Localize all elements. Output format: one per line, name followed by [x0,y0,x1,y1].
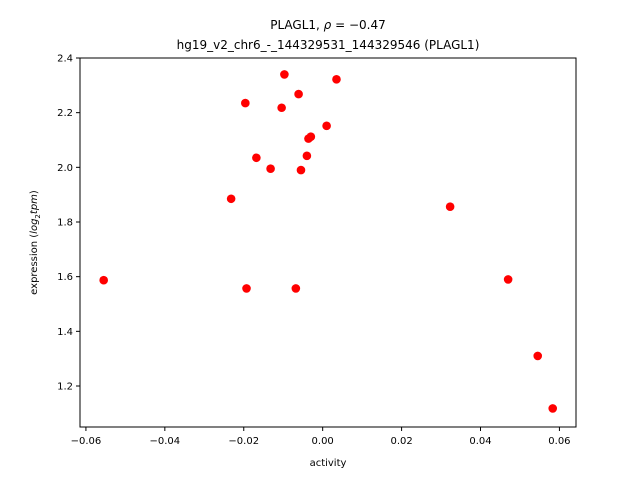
data-point [533,351,543,361]
y-tick-label: 1.6 [57,272,73,283]
y-tick-label: 1.2 [57,382,73,393]
x-axis-label: activity [310,458,347,469]
chart-title-line2: hg19_v2_chr6_-_144329531_144329546 (PLAG… [177,38,480,52]
x-tick-label: −0.02 [228,436,259,447]
x-axis-ticks: −0.06 −0.04 −0.02 0.00 0.02 0.04 0.06 [71,427,571,447]
data-point [266,164,275,173]
data-point [296,165,306,175]
data-point [241,98,250,108]
y-tick-label: 1.4 [57,327,73,338]
data-point [242,284,251,293]
x-tick-label: 0.02 [390,436,412,447]
data-point [277,103,286,113]
data-point [445,202,455,211]
data-point [294,89,303,99]
data-point [280,70,289,79]
x-tick-label: −0.06 [71,436,102,447]
data-point [226,194,236,204]
data-point [332,75,341,84]
data-point [503,275,513,284]
x-tick-label: 0.06 [548,436,570,447]
y-tick-label: 2.0 [57,163,73,174]
data-point [548,404,558,413]
chart-title-line1: PLAGL1, ρ = −0.47 [270,18,386,32]
data-point [252,153,261,163]
data-point [306,132,316,142]
plot-area [79,57,577,428]
x-tick-label: −0.04 [150,436,181,447]
y-axis-ticks: 1.2 1.4 1.6 1.8 2.0 2.2 2.4 [57,54,80,393]
axes-frame [79,57,577,428]
y-tick-label: 2.2 [57,108,73,119]
y-axis-label: expression (log2tpm) [29,190,42,295]
y-tick-label: 2.4 [57,54,73,65]
data-point [291,284,301,293]
data-markers [99,70,558,413]
data-point [322,121,331,131]
x-tick-label: 0.00 [312,436,334,447]
y-tick-label: 1.8 [57,218,73,229]
data-point [99,275,108,285]
x-tick-label: 0.04 [469,436,491,447]
data-point [302,151,312,161]
